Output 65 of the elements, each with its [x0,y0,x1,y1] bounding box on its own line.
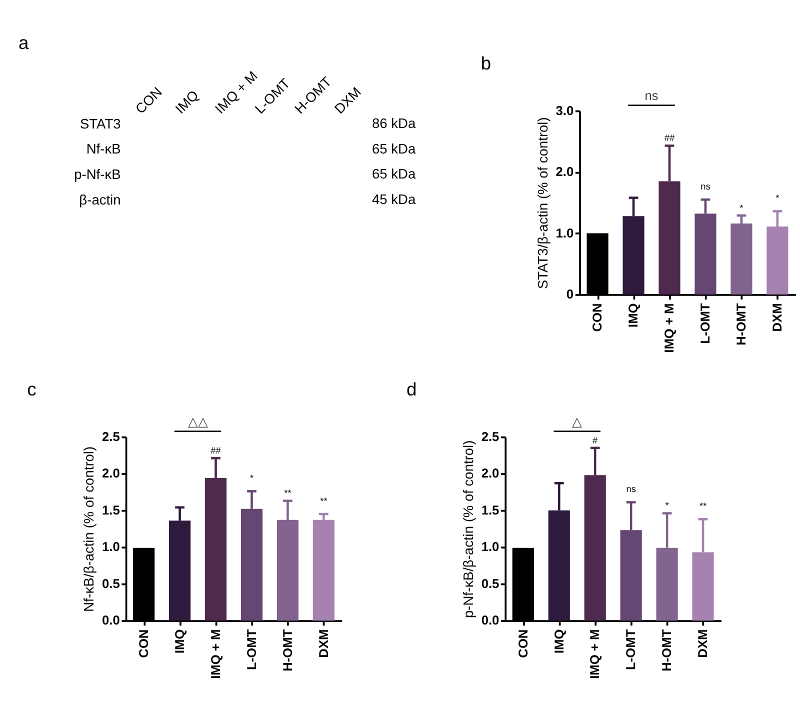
y-tick-label: 1.0 [481,539,500,554]
x-tick-label: IMQ + M [662,303,677,353]
y-tick-label: 0 [566,286,574,302]
annotation: ** [320,496,328,506]
annotation: # [592,435,599,446]
y-tick-label: 3.0 [556,102,574,118]
x-tick-label: H-OMT [280,629,295,672]
text: a [18,32,30,53]
annotation: * [740,202,744,213]
x-tick-label: DXM [316,629,331,658]
chart-title: d [406,378,417,400]
annotation: ns [626,484,636,494]
y-tick-label: 1.0 [102,539,120,554]
annotation: * [250,473,254,484]
y-axis-title: p-Nf-κB/β-actin (% of control) [461,440,476,618]
y-tick-label: 0.5 [102,576,120,591]
y-tick-label: 1.0 [556,225,574,240]
x-tick-label: IMQ [626,303,641,328]
x-tick-label: CON [515,629,530,658]
x-tick-label: L-OMT [623,629,638,670]
x-tick-label: H-OMT [734,303,749,346]
category-label: p-Nf-κB [74,167,121,182]
chart-title: c [27,378,36,400]
y-axis-title: STAT3/β-actin (% of control) [535,117,550,290]
y-tick-label: 2.5 [481,429,500,444]
y-tick-label: 2.0 [556,164,574,180]
category-label: STAT3 [80,116,121,132]
category-label: β-actin [79,192,121,208]
x-tick-label: IMQ [551,629,566,654]
category-label: 65 kDa [372,141,416,156]
y-tick-label: 1.5 [481,502,500,518]
category-label: 86 kDa [372,116,416,132]
x-tick-label: L-OMT [244,629,259,670]
y-tick-label: 1.5 [102,502,120,518]
x-tick-label: DXM [770,303,785,332]
x-tick-label: DXM [695,629,710,658]
annotation: * [776,193,780,204]
x-tick-label: IMQ [172,629,187,654]
y-tick-label: 0.5 [481,576,500,591]
text: ns [644,88,658,103]
y-axis-title: Nf-κB/β-actin (% of control) [82,446,97,612]
x-tick-label: CON [136,629,151,658]
y-tick-label: 0.0 [102,612,120,628]
x-tick-label: H-OMT [659,629,674,672]
y-tick-label: 2.0 [481,466,500,481]
y-tick-label: 0.0 [481,612,500,628]
category-label: 65 kDa [372,166,416,182]
y-tick-label: 2.0 [102,466,120,481]
x-tick-label: IMQ + M [208,629,223,679]
x-tick-label: L-OMT [698,303,713,344]
x-tick-label: CON [590,303,605,332]
chart-title: b [480,52,492,74]
annotation: ** [699,501,708,512]
text: △△ [188,414,208,429]
x-tick-label: IMQ + M [587,629,602,679]
text: △ [572,414,582,429]
annotation: * [665,500,670,511]
category-label: IMQ [172,87,202,117]
annotation: ns [700,181,711,192]
annotation: ** [284,488,292,498]
category-label: Nf-κB [86,142,121,157]
annotation: ## [210,446,222,456]
category-label: 45 kDa [372,192,416,207]
annotation: ## [664,133,676,144]
y-tick-label: 2.5 [102,429,120,444]
